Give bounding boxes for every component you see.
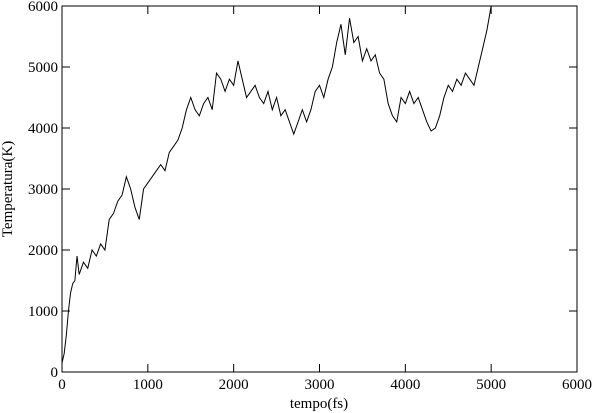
y-tick-label: 6000 bbox=[28, 0, 58, 15]
y-tick-label: 3000 bbox=[28, 182, 58, 198]
y-tick-label: 1000 bbox=[28, 304, 58, 320]
x-tick-label: 5000 bbox=[476, 377, 506, 393]
y-axis-label: Temperatura(K) bbox=[0, 141, 16, 237]
data-line bbox=[61, 5, 492, 363]
x-tick-label: 4000 bbox=[390, 377, 420, 393]
x-axis-label: tempo(fs) bbox=[290, 396, 348, 412]
x-tick-label: 3000 bbox=[305, 377, 335, 393]
x-tick-label: 2000 bbox=[219, 377, 249, 393]
x-tick-label: 0 bbox=[58, 377, 66, 393]
y-tick-label: 2000 bbox=[28, 243, 58, 259]
x-tick-label: 1000 bbox=[133, 377, 163, 393]
y-tick-label: 0 bbox=[51, 365, 59, 381]
x-tick-label: 6000 bbox=[562, 377, 592, 393]
y-tick-label: 4000 bbox=[28, 121, 58, 137]
y-tick-label: 5000 bbox=[28, 60, 58, 76]
plot-frame bbox=[61, 5, 578, 373]
